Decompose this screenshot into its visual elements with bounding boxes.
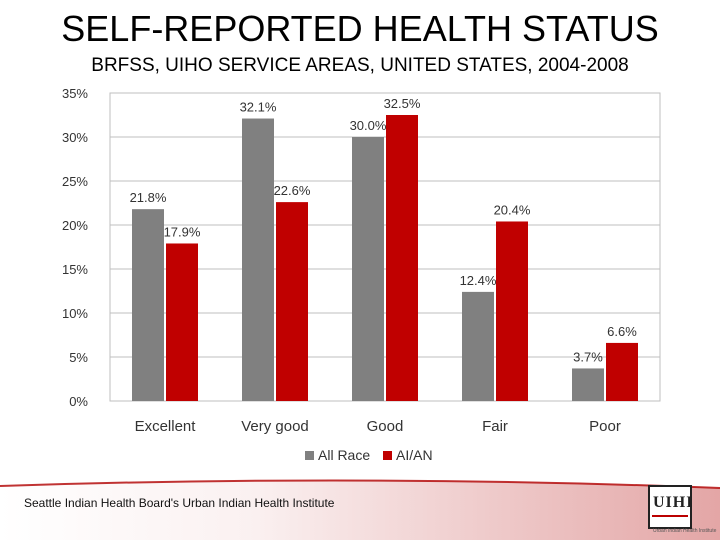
data-label: 20.4% [494, 202, 531, 217]
bar-ai-an [386, 115, 418, 401]
logo-tagline: Urban Indian Health Institute [653, 528, 717, 534]
page-subtitle: BRFSS, UIHO SERVICE AREAS, UNITED STATES… [91, 55, 629, 76]
data-label: 32.1% [240, 100, 277, 115]
data-label: 3.7% [573, 349, 603, 364]
x-tick-label: Excellent [135, 418, 197, 435]
legend-label: AI/AN [396, 447, 433, 463]
bar-ai-an [166, 243, 198, 401]
legend-label: All Race [318, 447, 370, 463]
y-tick-label: 30% [62, 130, 88, 145]
chart-panel: 0% 5% 10% 15% 20% 25% 30% 35% 21.8% 17.9% Excellen… [47, 77, 679, 475]
x-tick-label: Good [367, 418, 404, 435]
data-label: 12.4% [460, 273, 497, 288]
logo-text: UIHI [653, 494, 694, 511]
bar-ai-an [496, 221, 528, 401]
data-label: 32.5% [384, 96, 421, 111]
page-title: SELF-REPORTED HEALTH STATUS [61, 8, 659, 49]
legend-swatch-all-race [305, 451, 314, 460]
y-tick-label: 25% [62, 174, 88, 189]
logo-underline [652, 515, 688, 517]
bar-all-race [132, 209, 164, 401]
y-tick-label: 0% [69, 394, 88, 409]
y-tick-label: 35% [62, 86, 88, 101]
bar-chart: 0% 5% 10% 15% 20% 25% 30% 35% 21.8% 17.9% Excellen… [62, 86, 661, 463]
x-tick-label: Fair [482, 418, 508, 435]
y-tick-label: 5% [69, 350, 88, 365]
legend-swatch-ai-an [383, 451, 392, 460]
y-tick-label: 10% [62, 306, 88, 321]
y-tick-label: 15% [62, 262, 88, 277]
y-tick-label: 20% [62, 218, 88, 233]
bar-ai-an [276, 202, 308, 401]
uihi-logo: UIHI [648, 485, 692, 529]
data-label: 30.0% [350, 118, 387, 133]
bar-ai-an [606, 342, 638, 401]
source-note: Seattle Indian Health Board's Urban Indi… [24, 496, 335, 510]
bar-all-race [462, 291, 494, 401]
footer-band [0, 479, 720, 540]
data-label: 6.6% [607, 324, 637, 339]
data-label: 17.9% [164, 224, 201, 239]
bar-all-race [352, 137, 384, 401]
data-label: 21.8% [130, 190, 167, 205]
x-tick-label: Very good [241, 418, 309, 435]
data-label: 22.6% [274, 183, 311, 198]
bar-all-race [572, 368, 604, 401]
bar-all-race [242, 118, 274, 401]
x-tick-label: Poor [589, 418, 621, 435]
